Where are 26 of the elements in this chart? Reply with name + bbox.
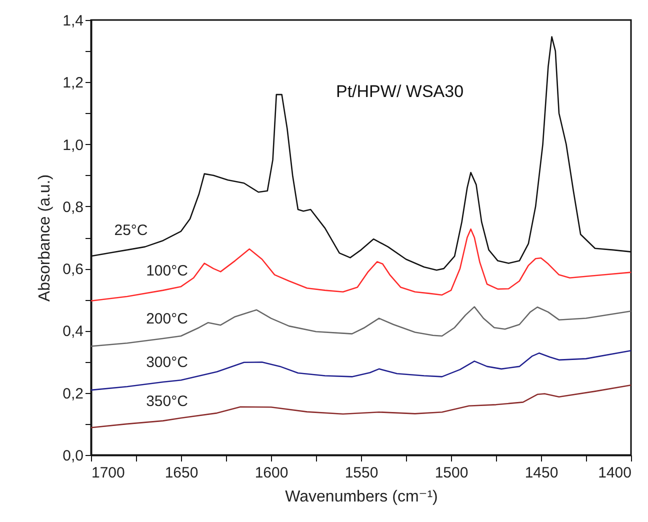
y-tick-label: 0,0 (62, 448, 84, 464)
x-tick-label: 1400 (598, 464, 632, 482)
y-axis-title: Absorbance (a.u.) (36, 174, 54, 302)
annotation: Pt/HPW/ WSA30 (336, 82, 464, 101)
series-label: 300°C (146, 354, 188, 371)
x-axis-title: Wavenumbers (cm⁻¹) (285, 488, 438, 506)
line-series (90, 306, 632, 347)
y-tick-label: 1,0 (62, 136, 84, 154)
series-label: 350°C (146, 392, 188, 410)
y-tick-label: 1,4 (62, 12, 84, 30)
y-tick-label: 1,2 (62, 74, 84, 92)
series-label: 100°C (146, 262, 188, 280)
y-tick-label: 0,2 (62, 385, 84, 402)
series-label: 25°C (114, 222, 148, 239)
x-tick-label: 1600 (254, 464, 288, 482)
y-tick-label: 0,4 (62, 323, 84, 340)
x-tick-label: 1550 (344, 464, 378, 482)
x-tick-label: 1500 (434, 464, 468, 482)
line-series (90, 350, 632, 391)
x-tick-label: 1650 (164, 464, 198, 482)
y-tick-label: 0,8 (62, 198, 84, 216)
x-tick-label: 1700 (92, 464, 125, 482)
x-tick-label: 1450 (524, 464, 558, 482)
line-series (90, 384, 632, 428)
y-tick-label: 0,6 (62, 261, 84, 278)
series-label: 200°C (146, 310, 188, 328)
